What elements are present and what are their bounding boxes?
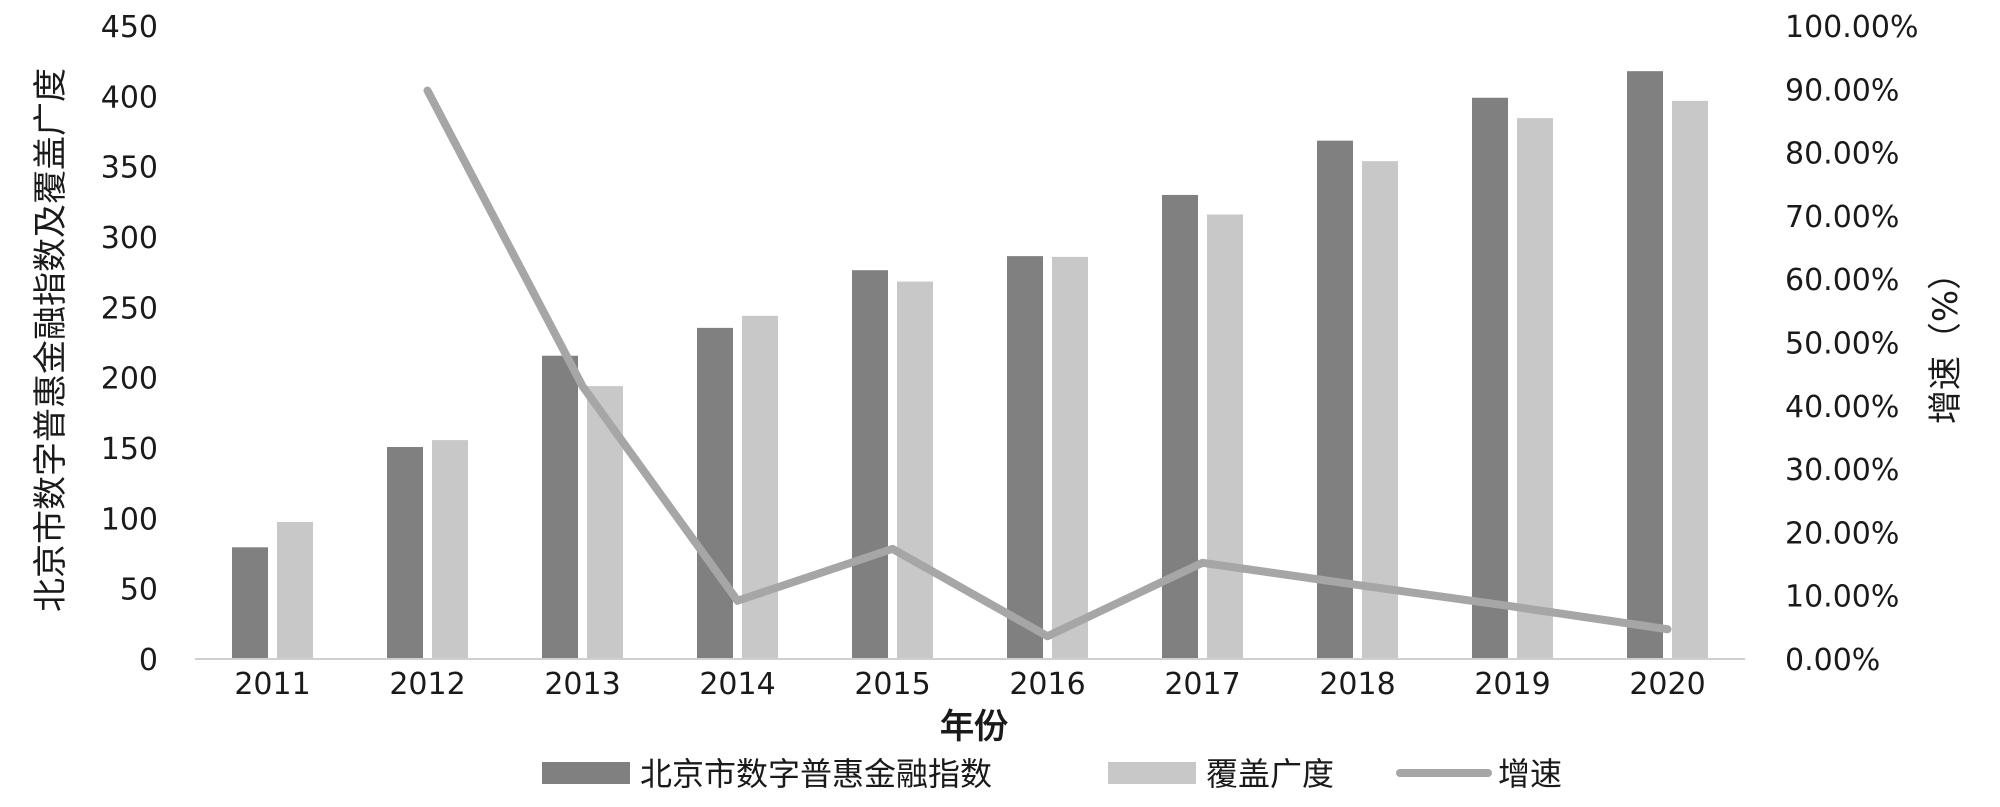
y-tick-right: 20.00% bbox=[1785, 516, 1899, 551]
bar-coverage-2014 bbox=[742, 315, 778, 659]
legend: 北京市数字普惠金融指数 覆盖广度 增速 bbox=[542, 755, 1562, 793]
y-tick-left: 250 bbox=[101, 291, 158, 326]
legend-swatch-index bbox=[542, 762, 630, 784]
y-tick-right: 90.00% bbox=[1785, 73, 1899, 108]
y-tick-right: 60.00% bbox=[1785, 263, 1899, 298]
bar-coverage-2012 bbox=[432, 440, 468, 659]
bar-index-2016 bbox=[1007, 256, 1043, 659]
bar-index-2020 bbox=[1627, 71, 1663, 660]
bar-index-2019 bbox=[1472, 97, 1508, 660]
x-tick: 2013 bbox=[544, 667, 620, 702]
x-tick: 2018 bbox=[1319, 667, 1395, 702]
x-axis-title: 年份 bbox=[940, 707, 1008, 747]
legend-label-index: 北京市数字普惠金融指数 bbox=[640, 755, 992, 793]
x-tick: 2012 bbox=[389, 667, 465, 702]
y-tick-left: 400 bbox=[101, 80, 158, 115]
bar-coverage-2013 bbox=[587, 386, 623, 659]
y-axis-title-right: 增速（%） bbox=[1926, 256, 1966, 424]
x-tick: 2016 bbox=[1009, 667, 1085, 702]
x-tick: 2011 bbox=[234, 667, 310, 702]
y-tick-left: 50 bbox=[120, 573, 158, 608]
y-tick-left: 350 bbox=[101, 151, 158, 186]
y-tick-right: 10.00% bbox=[1785, 580, 1899, 615]
y-tick-right: 100.00% bbox=[1785, 10, 1918, 45]
y-tick-right: 0.00% bbox=[1785, 643, 1880, 678]
legend-label-coverage: 覆盖广度 bbox=[1206, 755, 1334, 793]
y-tick-left: 100 bbox=[101, 502, 158, 537]
legend-label-growth: 增速 bbox=[1498, 755, 1562, 793]
x-tick: 2015 bbox=[854, 667, 930, 702]
y-tick-left: 150 bbox=[101, 432, 158, 467]
growth-line bbox=[423, 86, 1672, 641]
y-tick-left: 450 bbox=[101, 10, 158, 45]
y-tick-right: 70.00% bbox=[1785, 200, 1899, 235]
bar-index-2011 bbox=[232, 547, 268, 659]
bar-coverage-2015 bbox=[897, 281, 933, 659]
bar-index-2015 bbox=[852, 270, 888, 659]
y-axis-title-left: 北京市数字普惠金融指数及覆盖广度 bbox=[31, 68, 71, 612]
bar-coverage-2019 bbox=[1517, 118, 1553, 660]
bar-index-2017 bbox=[1162, 194, 1198, 659]
bar-coverage-2018 bbox=[1362, 161, 1398, 659]
y-tick-right: 40.00% bbox=[1785, 390, 1899, 425]
y-tick-right: 30.00% bbox=[1785, 453, 1899, 488]
bar-coverage-2017 bbox=[1207, 214, 1243, 659]
bar-coverage-2016 bbox=[1052, 256, 1088, 659]
bar-index-2014 bbox=[697, 327, 733, 659]
bar-index-2012 bbox=[387, 447, 423, 659]
y-tick-right: 50.00% bbox=[1785, 327, 1899, 362]
legend-swatch-coverage bbox=[1108, 762, 1196, 784]
y-tick-left: 200 bbox=[101, 362, 158, 397]
y-tick-left: 300 bbox=[101, 221, 158, 256]
x-tick: 2019 bbox=[1474, 667, 1550, 702]
bar-index-2013 bbox=[542, 355, 578, 659]
y-tick-left: 0 bbox=[139, 643, 158, 678]
bar-coverage-2020 bbox=[1672, 100, 1708, 660]
x-tick: 2014 bbox=[699, 667, 775, 702]
x-tick: 2020 bbox=[1629, 667, 1705, 702]
x-tick: 2017 bbox=[1164, 667, 1240, 702]
bar-index-2018 bbox=[1317, 140, 1353, 660]
y-tick-right: 80.00% bbox=[1785, 137, 1899, 172]
bar-coverage-2011 bbox=[277, 521, 313, 659]
